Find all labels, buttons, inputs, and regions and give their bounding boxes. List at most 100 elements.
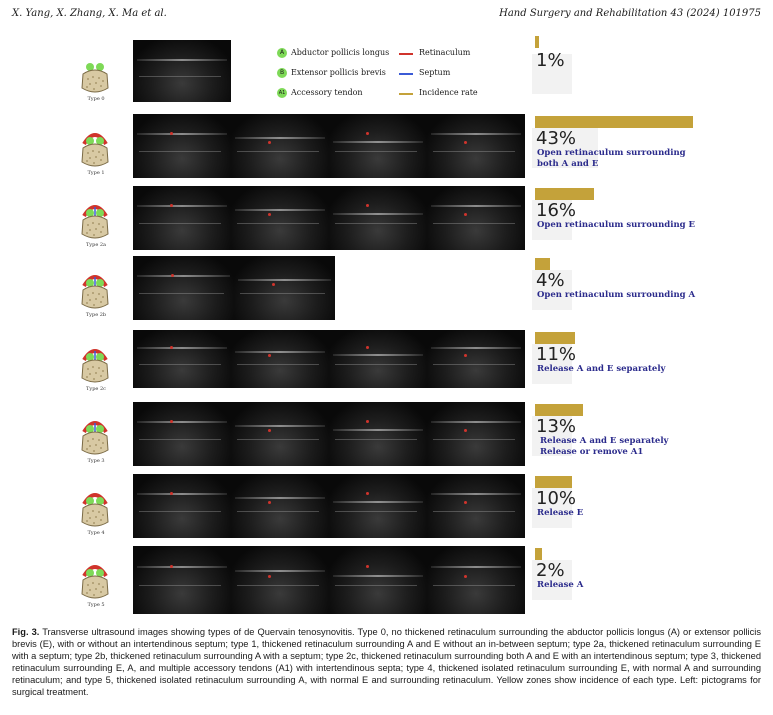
percent-panel xyxy=(532,270,572,310)
type-label: Type 5 xyxy=(87,602,105,608)
treatment-note: Open retinaculum surrounding xyxy=(537,148,686,158)
percent-panel xyxy=(532,128,598,168)
percent-panel xyxy=(532,560,572,600)
treatment-note: Open retinaculum surrounding A xyxy=(537,290,696,300)
percent-panel xyxy=(532,200,572,240)
treatment-note: Release A and E separately xyxy=(540,436,669,446)
legend-retinaculum: Retinaculum xyxy=(419,48,471,57)
ultrasound-pane xyxy=(231,186,330,250)
incidence-line-icon xyxy=(399,93,413,95)
treatment-note: Release A xyxy=(537,580,584,590)
incidence-value-label: 11% xyxy=(536,344,577,365)
ultrasound-pane xyxy=(329,186,428,250)
incidence-value-label: 1% xyxy=(536,50,565,71)
incidence-value-label: 2% xyxy=(536,560,565,581)
percent-panel xyxy=(532,488,572,528)
authors: X. Yang, X. Zhang, X. Ma et al. xyxy=(12,8,167,19)
percent-panel xyxy=(532,416,572,456)
incidence-bar xyxy=(535,332,575,344)
retinaculum-line-icon xyxy=(399,53,413,55)
ultrasound-image xyxy=(133,114,525,178)
legend-incidence: Incidence rate xyxy=(419,88,478,97)
ultrasound-pane xyxy=(329,330,428,388)
ultrasound-pane xyxy=(133,330,232,388)
legend-extensor: Extensor pollicis brevis xyxy=(291,68,386,77)
ultrasound-pane xyxy=(231,546,330,614)
ultrasound-pane xyxy=(231,330,330,388)
page-header: X. Yang, X. Zhang, X. Ma et al. Hand Sur… xyxy=(12,8,761,24)
ultrasound-pane xyxy=(329,546,428,614)
figure-legend: A Abductor pollicis longus B Extensor po… xyxy=(275,46,515,104)
wrist-pictogram-icon xyxy=(81,349,109,383)
incidence-value-label: 13% xyxy=(536,416,577,437)
treatment-note: Open retinaculum surrounding E xyxy=(537,220,696,230)
type-label: Type 2b xyxy=(85,312,107,318)
ultrasound-pane xyxy=(133,40,231,102)
accessory-marker-icon: A1 xyxy=(277,88,287,98)
ultrasound-image xyxy=(133,256,335,320)
type-label: Type 1 xyxy=(87,170,105,176)
ultrasound-pane xyxy=(133,546,232,614)
ultrasound-pane xyxy=(231,474,330,538)
incidence-value-label: 4% xyxy=(536,270,565,291)
type-label: Type 2c xyxy=(86,386,106,392)
caption-text: Transverse ultrasound images showing typ… xyxy=(12,627,761,697)
ultrasound-pane xyxy=(329,474,428,538)
incidence-bar xyxy=(535,188,594,200)
incidence-bar xyxy=(535,258,550,270)
wrist-pictogram-icon xyxy=(81,493,109,527)
ultrasound-pane xyxy=(133,256,235,320)
incidence-value-label: 43% xyxy=(536,128,577,149)
wrist-pictogram-icon xyxy=(81,275,109,309)
wrist-pictogram-icon xyxy=(81,133,109,167)
legend-abductor: Abductor pollicis longus xyxy=(291,48,390,57)
ultrasound-pane xyxy=(427,402,525,466)
percent-panel xyxy=(532,344,572,384)
ultrasound-pane xyxy=(427,330,525,388)
journal-citation: Hand Surgery and Rehabilitation 43 (2024… xyxy=(499,8,761,19)
incidence-bar xyxy=(535,548,542,560)
incidence-value-label: 16% xyxy=(536,200,577,221)
ultrasound-pane xyxy=(427,546,525,614)
ultrasound-pane xyxy=(133,402,232,466)
treatment-note: Release or remove A1 xyxy=(540,447,644,457)
type-label: Type 0 xyxy=(87,96,105,102)
extensor-marker-icon: B xyxy=(277,68,287,78)
ultrasound-image xyxy=(133,40,231,102)
ultrasound-pane xyxy=(133,114,232,178)
wrist-pictogram-icon xyxy=(81,63,109,93)
wrist-pictogram-icon xyxy=(81,421,109,455)
ultrasound-image xyxy=(133,186,525,250)
ultrasound-image xyxy=(133,474,525,538)
treatment-note: both A and E xyxy=(537,159,599,169)
legend-septum: Septum xyxy=(419,68,451,77)
ultrasound-image xyxy=(133,402,525,466)
wrist-pictogram-icon xyxy=(81,205,109,239)
ultrasound-pane xyxy=(133,186,232,250)
treatment-note: Release E xyxy=(537,508,584,518)
ultrasound-pane xyxy=(231,114,330,178)
type-label: Type 4 xyxy=(87,530,105,536)
treatment-note: Release A and E separately xyxy=(537,364,666,374)
wrist-pictogram-icon xyxy=(81,565,109,599)
incidence-bar xyxy=(535,404,583,416)
ultrasound-image xyxy=(133,330,525,388)
ultrasound-pane xyxy=(427,474,525,538)
ultrasound-pane xyxy=(329,114,428,178)
ultrasound-pane xyxy=(234,256,335,320)
percent-panel xyxy=(532,54,572,94)
ultrasound-pane xyxy=(329,402,428,466)
ultrasound-pane xyxy=(133,474,232,538)
abductor-marker-icon: A xyxy=(277,48,287,58)
septum-line-icon xyxy=(399,73,413,75)
ultrasound-image xyxy=(133,546,525,614)
type-label: Type 3 xyxy=(87,458,105,464)
ultrasound-pane xyxy=(427,114,525,178)
ultrasound-pane xyxy=(427,186,525,250)
incidence-bar xyxy=(535,476,572,488)
incidence-value-label: 10% xyxy=(536,488,577,509)
ultrasound-pane xyxy=(231,402,330,466)
incidence-bar xyxy=(535,36,539,48)
caption-label: Fig. 3. xyxy=(12,627,40,637)
incidence-bar xyxy=(535,116,693,128)
